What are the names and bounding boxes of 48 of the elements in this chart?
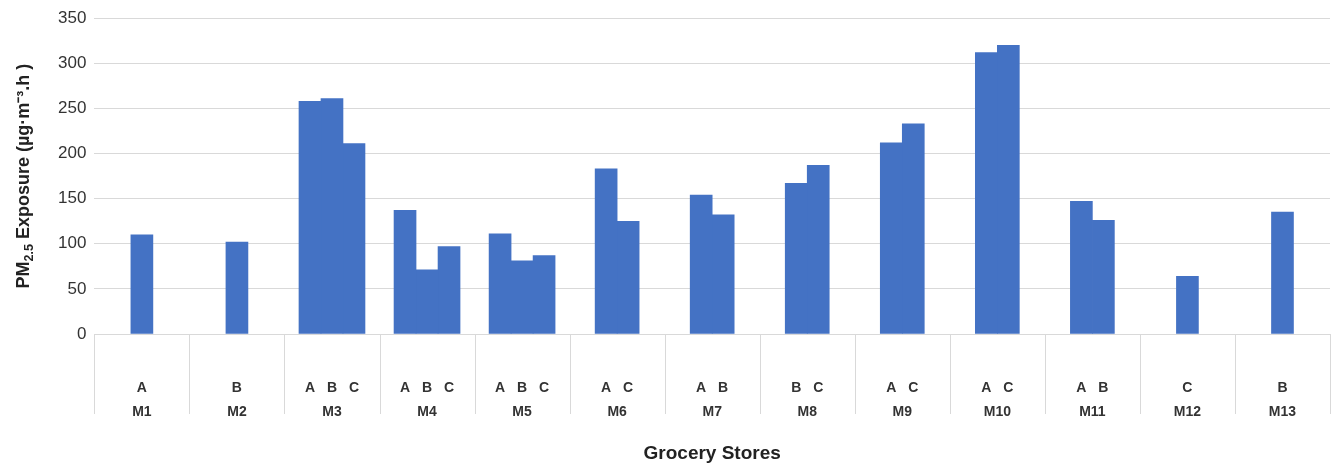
x-tick-label: M8 — [797, 402, 818, 419]
text: A — [696, 378, 707, 395]
x-tick-label: M10 — [983, 402, 1012, 419]
text: A — [601, 378, 612, 395]
text: C — [813, 378, 824, 395]
text: A — [886, 378, 897, 395]
text: B — [326, 378, 338, 395]
y-tick-label: 350 — [57, 7, 87, 27]
y-tick-label: 300 — [57, 53, 87, 72]
x-tick-label: M6 — [607, 402, 628, 419]
text: C — [539, 378, 550, 395]
y-tick-label: 0 — [76, 323, 87, 343]
x-tick-label: M7 — [702, 402, 723, 419]
text: C — [348, 378, 360, 395]
y-tick-label: 100 — [57, 233, 87, 253]
text: B — [231, 378, 242, 395]
text: C — [443, 378, 455, 395]
x-tick-label: M2 — [227, 402, 247, 419]
y-tick-label: 200 — [57, 143, 87, 163]
text: A — [495, 378, 506, 395]
text: B — [718, 378, 729, 395]
x-tick-label: M4 — [417, 402, 437, 419]
text: A — [136, 378, 147, 395]
text: A — [1076, 378, 1087, 395]
x-tick-label: M1 — [132, 402, 152, 419]
text: A — [304, 378, 316, 395]
text: C — [1003, 378, 1014, 395]
x-tick-label: M3 — [322, 402, 342, 419]
x-tick-label: M13 — [1268, 402, 1297, 419]
text: C — [908, 378, 919, 395]
y-tick-label: 150 — [57, 188, 87, 208]
y-tick-label: 50 — [67, 278, 87, 298]
text: B — [1098, 378, 1109, 395]
y-tick-label: 250 — [57, 98, 87, 118]
text: A — [981, 378, 992, 395]
x-tick-label: M5 — [512, 402, 533, 419]
text: A — [399, 378, 411, 395]
x-tick-label: M11 — [1079, 402, 1106, 419]
text: C — [1182, 378, 1193, 395]
text: B — [1277, 378, 1288, 395]
x-tick-label: M9 — [892, 402, 913, 419]
x-tick-label: M12 — [1173, 402, 1202, 419]
text: B — [421, 378, 433, 395]
text: B — [791, 378, 802, 395]
text: C — [623, 378, 634, 395]
text: B — [517, 378, 528, 395]
x-axis-title: Grocery Stores — [643, 442, 781, 464]
y-axis-title: PM2.5 Exposure (µg·m⁻³.h ) — [12, 63, 36, 289]
